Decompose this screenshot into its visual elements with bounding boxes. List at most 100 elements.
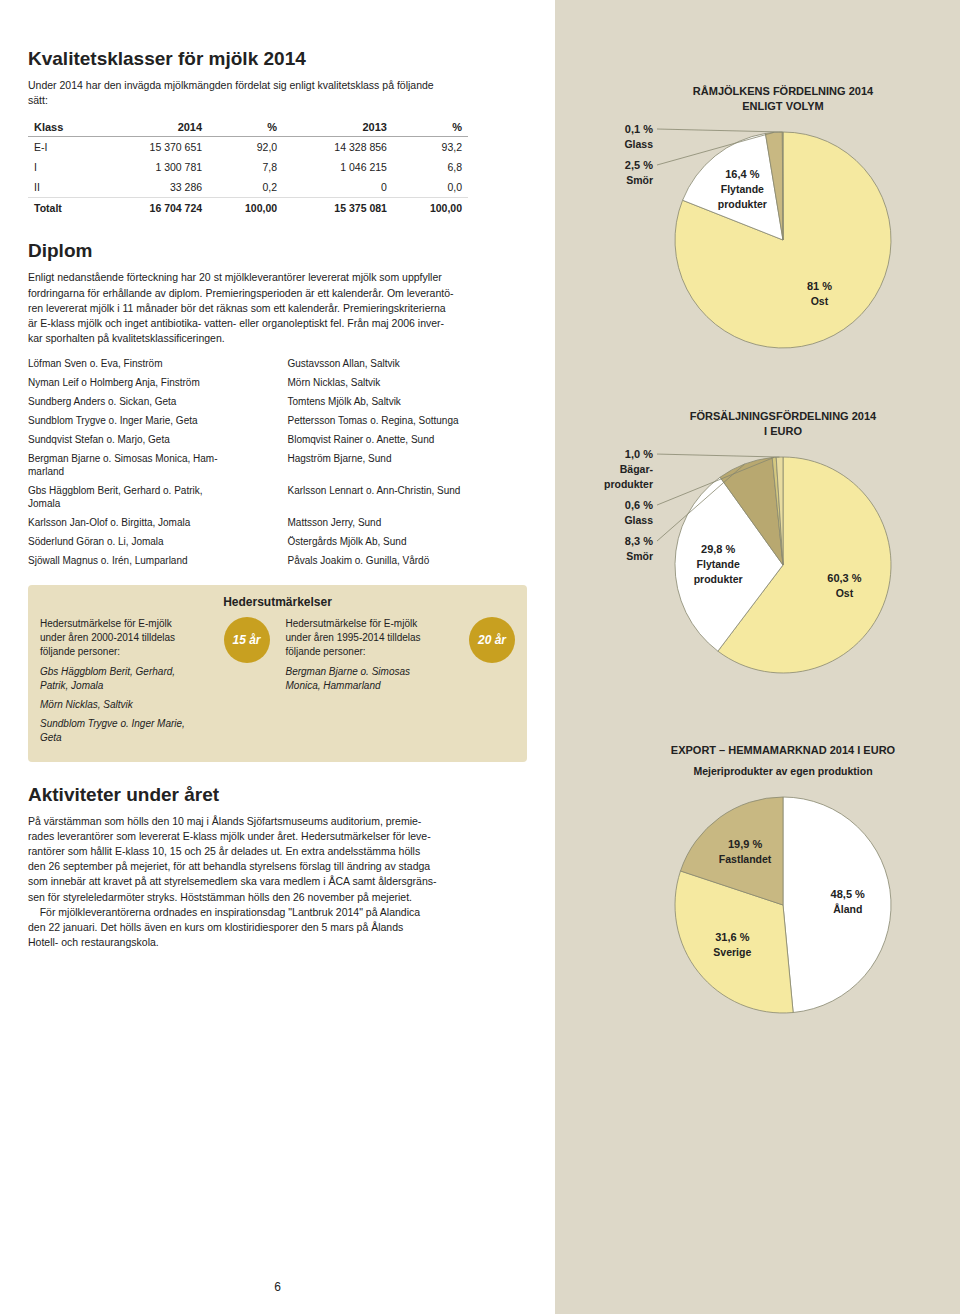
honors-name: Gbs Häggblom Berit, Gerhard, Patrik, Jom… — [40, 665, 216, 693]
name-entry: Gustavsson Allan, Saltvik — [288, 357, 528, 370]
badge-text: 15 år — [232, 633, 260, 647]
slice-label: Glass — [624, 138, 653, 150]
table-cell: 92,0 — [208, 137, 283, 158]
pie-panel: RÅMJÖLKENS FÖRDELNING 2014ENLIGT VOLYM 81… — [555, 0, 960, 1314]
leader-line — [657, 454, 780, 457]
table-cell: I — [28, 157, 98, 177]
right-panel: RÅMJÖLKENS FÖRDELNING 2014ENLIGT VOLYM 81… — [555, 0, 960, 1314]
table-cell: 1 046 215 — [283, 157, 393, 177]
pie-labels: 81 %Ost16,4 %Flytandeprodukter0,1 %Glass… — [624, 123, 832, 307]
honors-name: Bergman Bjarne o. Simosas Monica, Hammar… — [286, 665, 462, 693]
name-entry: Mattsson Jerry, Sund — [288, 516, 528, 529]
pie-chart: RÅMJÖLKENS FÖRDELNING 2014ENLIGT VOLYM 81… — [624, 85, 891, 348]
data-label: 81 % — [807, 280, 832, 292]
section-title: Diplom — [28, 240, 527, 262]
honors-text: Hedersutmärkelse för E-mjölk under åren … — [286, 617, 462, 659]
names-list: Löfman Sven o. Eva, FinströmNyman Leif o… — [28, 357, 527, 567]
name-entry: Pettersson Tomas o. Regina, Sottunga — [288, 414, 528, 427]
table-header: 2013 — [283, 118, 393, 137]
data-label: 2,5 % — [625, 159, 653, 171]
data-table: Klass2014%2013%E-I15 370 65192,014 328 8… — [28, 118, 468, 218]
honors-name: Mörn Nicklas, Saltvik — [40, 698, 216, 712]
pie-wedges — [675, 797, 891, 1013]
slice-label: Smör — [626, 174, 653, 186]
pie-slice — [765, 132, 783, 240]
pie-slice — [782, 132, 784, 240]
data-label: 8,3 % — [625, 535, 653, 547]
table-header-row: Klass2014%2013% — [28, 118, 468, 137]
honors-groups: Hedersutmärkelse för E-mjölk under åren … — [40, 617, 515, 750]
pie-slice — [772, 457, 783, 565]
pie-title: EXPORT – HEMMAMARKNAD 2014 I EURO — [671, 744, 896, 756]
data-label: 16,4 % — [725, 168, 759, 180]
name-entry: Gbs Häggblom Berit, Gerhard o. Patrik, J… — [28, 484, 268, 510]
table-row: I1 300 7817,81 046 2156,8 — [28, 157, 468, 177]
table-cell: II — [28, 177, 98, 198]
pie-subtitle: Mejeriprodukter av egen produktion — [693, 765, 872, 777]
pie-chart: FÖRSÄLJNINGSFÖRDELNING 2014I EURO 60,3 % O… — [604, 410, 891, 673]
honors-text-col: Hedersutmärkelse för E-mjölk under åren … — [286, 617, 462, 698]
table-cell: E-I — [28, 137, 98, 158]
honors-group: Hedersutmärkelse för E-mjölk under åren … — [286, 617, 516, 750]
slice-label: Ost — [836, 587, 854, 599]
honors-box: Hedersutmärkelser Hedersutmärkelse för E-… — [28, 585, 527, 762]
name-entry: Mörn Nicklas, Saltvik — [288, 376, 528, 389]
table-cell: 1 300 781 — [98, 157, 208, 177]
table-header: % — [208, 118, 283, 137]
table-cell: 0 — [283, 177, 393, 198]
slice-label: Glass — [624, 514, 653, 526]
table-body: E-I15 370 65192,014 328 85693,2I1 300 78… — [28, 137, 468, 219]
table-cell: 7,8 — [208, 157, 283, 177]
badge: 20 år — [469, 617, 515, 663]
data-label: 31,6 % — [715, 931, 749, 943]
honors-title: Hedersutmärkelser — [40, 595, 515, 609]
table-cell: 33 286 — [98, 177, 208, 198]
page-title: Kvalitetsklasser för mjölk 2014 — [28, 48, 527, 70]
table-cell: 100,00 — [208, 198, 283, 219]
pie-slice — [675, 132, 891, 348]
data-label: 29,8 % — [701, 543, 735, 555]
page-number-holder: 6 — [0, 1280, 555, 1294]
table-cell: 16 704 724 — [98, 198, 208, 219]
badge: 15 år — [224, 617, 270, 663]
table-cell: 0,2 — [208, 177, 283, 198]
data-label: 60,3 % — [827, 572, 861, 584]
pie-chart: EXPORT – HEMMAMARKNAD 2014 I EURO Mejerip… — [671, 744, 896, 1013]
name-entry: Löfman Sven o. Eva, Finström — [28, 357, 268, 370]
leader-line — [657, 457, 774, 505]
honors-text-col: Hedersutmärkelse för E-mjölk under åren … — [40, 617, 216, 750]
data-label: 19,9 % — [728, 838, 762, 850]
page: Kvalitetsklasser för mjölk 2014 Under 201… — [0, 0, 960, 1314]
pie-title: RÅMJÖLKENS FÖRDELNING 2014ENLIGT VOLYM — [693, 85, 874, 112]
left-panel: Kvalitetsklasser för mjölk 2014 Under 201… — [0, 0, 555, 1314]
activities-text: På värstämman som hölls den 10 maj i Åla… — [28, 814, 527, 951]
pie-labels: 60,3 %Ost29,8 %Flytandeprodukter1,0 %Bäg… — [604, 448, 862, 599]
table-cell: Totalt — [28, 198, 98, 219]
leader-line — [657, 132, 774, 165]
table-row: Totalt16 704 724100,0015 375 081100,00 — [28, 198, 468, 219]
table-cell: 15 370 651 — [98, 137, 208, 158]
honors-group: Hedersutmärkelse för E-mjölk under åren … — [40, 617, 270, 750]
pie-title: FÖRSÄLJNINGSFÖRDELNING 2014I EURO — [690, 410, 877, 437]
slice-label: Flytandeprodukter — [718, 183, 767, 210]
slice-label: Bägar-produkter — [604, 463, 654, 490]
leader-line — [657, 464, 745, 541]
page-number: 6 — [274, 1280, 281, 1294]
data-label: 0,6 % — [625, 499, 653, 511]
subtitle: Under 2014 har den invägda mjölkmängden … — [28, 78, 527, 108]
leader-line — [657, 129, 783, 132]
slice-label: Åland — [833, 903, 862, 915]
table-cell: 100,00 — [393, 198, 468, 219]
honors-text: Hedersutmärkelse för E-mjölk under åren … — [40, 617, 216, 659]
pie-wedges — [675, 132, 891, 348]
name-entry: Söderlund Göran o. Li, Jomala — [28, 535, 268, 548]
table-cell: 93,2 — [393, 137, 468, 158]
name-entry: Sundqvist Stefan o. Marjo, Geta — [28, 433, 268, 446]
table-header: % — [393, 118, 468, 137]
name-entry: Tomtens Mjölk Ab, Saltvik — [288, 395, 528, 408]
name-entry: Karlsson Lennart o. Ann-Christin, Sund — [288, 484, 528, 510]
pie-slice — [783, 797, 891, 1013]
pie-labels: 48,5 %Åland31,6 %Sverige19,9 %Fastlandet — [713, 838, 865, 958]
data-label: 0,1 % — [625, 123, 653, 135]
name-entry: Sjöwall Magnus o. Irén, Lumparland — [28, 554, 268, 567]
